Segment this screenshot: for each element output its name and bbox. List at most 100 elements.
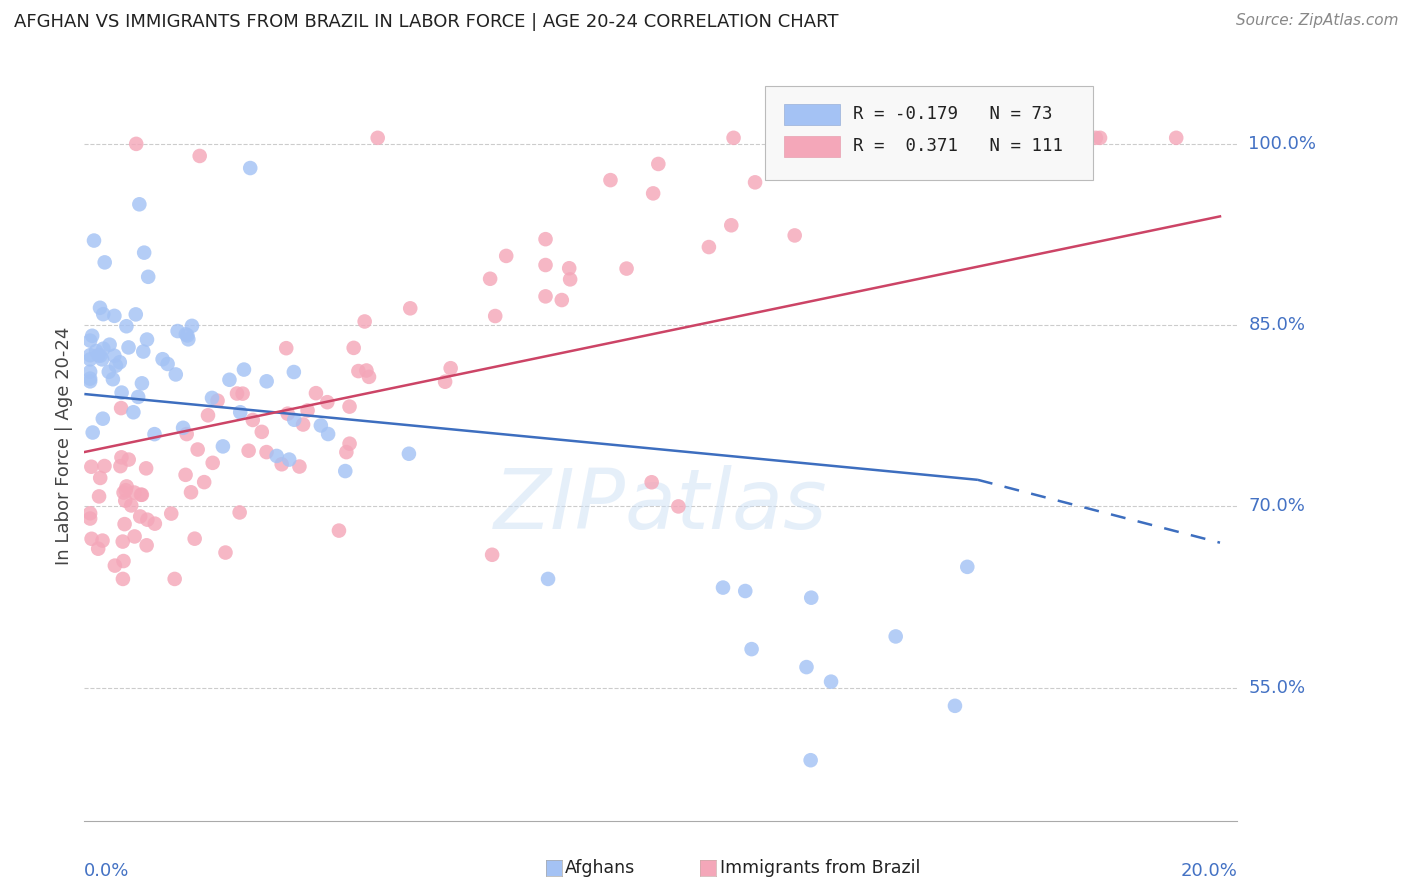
Point (134, 245, 156, 260)
Point (734, 584, 756, 599)
Point (335, 464, 357, 478)
Point (166, 324, 188, 338)
Point (616, 261, 638, 276)
Point (943, 698, 966, 713)
Point (111, 572, 134, 586)
Point (79, 375, 101, 389)
Y-axis label: In Labor Force | Age 20-24: In Labor Force | Age 20-24 (55, 326, 73, 566)
Point (163, 572, 186, 586)
Point (97, 365, 120, 379)
Point (233, 362, 256, 376)
Point (128, 197, 150, 211)
Point (79, 334, 101, 348)
Point (136, 513, 159, 527)
Point (111, 534, 134, 549)
Point (357, 369, 380, 384)
Point (174, 467, 197, 482)
Text: 55.0%: 55.0% (1249, 679, 1306, 697)
Point (127, 390, 149, 404)
Point (783, 228, 806, 243)
Point (112, 485, 135, 500)
Point (643, 186, 665, 201)
Point (820, 674, 842, 689)
Text: 85.0%: 85.0% (1249, 316, 1305, 334)
Point (787, 131, 810, 145)
Point (744, 175, 766, 189)
Point (884, 630, 907, 644)
Point (534, 232, 557, 246)
Point (114, 493, 136, 508)
Text: 70.0%: 70.0% (1249, 498, 1305, 516)
Point (956, 149, 979, 163)
Point (440, 361, 463, 376)
Text: 0.0%: 0.0% (84, 863, 129, 880)
Point (118, 452, 141, 467)
Point (125, 136, 148, 151)
Point (91, 411, 114, 425)
Point (214, 545, 236, 559)
Point (741, 642, 763, 657)
Point (87, 541, 110, 556)
Point (283, 365, 305, 379)
Point (266, 449, 288, 463)
Point (120, 499, 142, 513)
Point (347, 364, 370, 378)
Point (305, 386, 328, 401)
Point (104, 558, 127, 573)
Point (212, 439, 235, 453)
Point (599, 173, 621, 187)
Point (1026, 131, 1049, 145)
Point (1022, 131, 1045, 145)
Point (201, 456, 224, 470)
Point (197, 409, 219, 423)
Point (335, 445, 357, 459)
Text: Afghans: Afghans (565, 859, 636, 877)
Point (723, 131, 745, 145)
Point (180, 485, 202, 500)
Point (93, 342, 115, 356)
Point (229, 405, 252, 419)
Point (89, 471, 111, 485)
Point (242, 413, 264, 427)
Point (434, 375, 457, 389)
Point (560, 272, 582, 286)
Point (270, 457, 292, 471)
Point (193, 475, 215, 490)
Point (110, 459, 132, 474)
Point (288, 459, 311, 474)
Point (339, 400, 361, 414)
Point (800, 753, 823, 767)
Point (93, 458, 115, 473)
Point (534, 289, 557, 303)
Point (283, 413, 305, 427)
Point (666, 500, 689, 514)
Point (172, 421, 194, 435)
Point (1021, 131, 1043, 145)
Text: 100.0%: 100.0% (1249, 135, 1316, 153)
Point (89, 349, 111, 363)
Point (1166, 131, 1188, 145)
Point (946, 131, 969, 145)
Point (129, 509, 152, 524)
Point (152, 352, 174, 367)
Point (131, 488, 153, 502)
FancyBboxPatch shape (785, 136, 839, 157)
Point (143, 516, 166, 531)
Point (87, 490, 110, 504)
Point (238, 443, 260, 458)
Point (697, 240, 720, 254)
Point (110, 401, 132, 416)
Text: ZIPatlas: ZIPatlas (494, 466, 828, 547)
Point (316, 395, 339, 409)
Point (165, 368, 187, 382)
Point (82, 425, 104, 440)
Point (160, 507, 183, 521)
Point (83, 234, 105, 248)
Point (131, 376, 153, 391)
Point (111, 385, 134, 400)
Point (343, 341, 366, 355)
Point (80, 532, 103, 546)
Point (103, 309, 125, 323)
Point (647, 157, 669, 171)
Point (114, 517, 136, 532)
